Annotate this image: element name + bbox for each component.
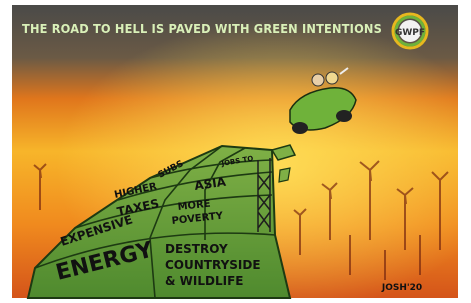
sign-line: COUNTRYSIDE (165, 258, 261, 272)
signature: JOSH'20 (381, 283, 422, 293)
logo-text: GWPF (395, 28, 425, 38)
sign-line: & WILDLIFE (165, 274, 243, 288)
cartoon: THE ROAD TO HELL IS PAVED WITH GREEN INT… (0, 0, 471, 303)
title: THE ROAD TO HELL IS PAVED WITH GREEN INT… (22, 21, 382, 36)
sign-line: DESTROY (165, 242, 228, 256)
